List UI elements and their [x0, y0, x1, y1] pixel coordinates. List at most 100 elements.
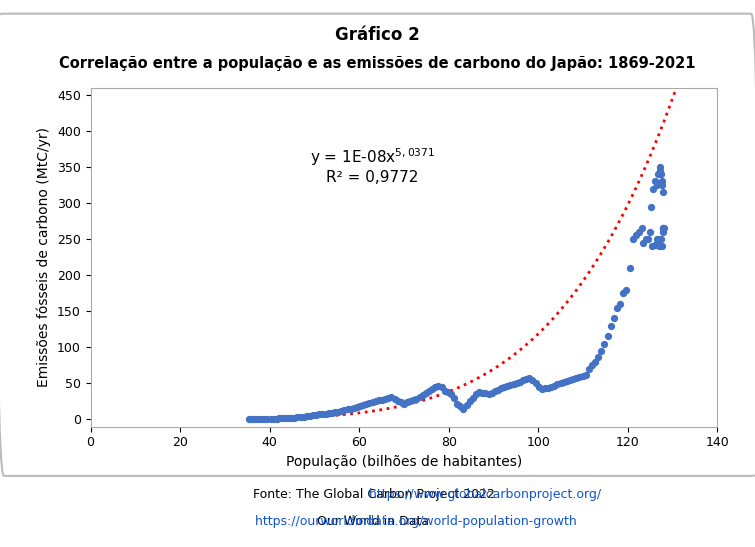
Point: [273, 414, 285, 423]
Point: [649, 177, 661, 185]
Point: [624, 264, 636, 272]
Text: https://ourworldindata.org/world-population-growth: https://ourworldindata.org/world-populat…: [179, 515, 576, 528]
Point: [567, 375, 579, 383]
Point: [300, 412, 313, 421]
Point: [644, 228, 656, 236]
Point: [517, 376, 529, 385]
Point: [536, 385, 548, 393]
Point: [608, 314, 620, 323]
Point: [485, 388, 498, 397]
Point: [545, 382, 557, 391]
Point: [476, 388, 488, 397]
Point: [657, 224, 669, 232]
Point: [426, 385, 438, 393]
Point: [279, 414, 291, 422]
Point: [636, 224, 648, 232]
Point: [655, 235, 667, 243]
Point: [652, 170, 664, 178]
Point: [448, 393, 460, 402]
Point: [539, 384, 551, 393]
Point: [395, 398, 407, 406]
Point: [291, 413, 304, 422]
Point: [389, 395, 401, 404]
Point: [657, 224, 669, 232]
Point: [611, 303, 623, 312]
Text: Our World in Data: Our World in Data: [317, 515, 438, 528]
Point: [322, 409, 334, 417]
Point: [482, 389, 495, 398]
Point: [414, 392, 426, 401]
Point: [451, 399, 464, 408]
Point: [255, 415, 267, 423]
Point: [655, 170, 667, 178]
Text: https://www.globalcarbonproject.org/: https://www.globalcarbonproject.org/: [153, 487, 602, 501]
Point: [651, 235, 663, 243]
Point: [429, 382, 441, 391]
Point: [655, 166, 667, 175]
Point: [492, 386, 504, 394]
Point: [326, 408, 338, 417]
Point: [264, 414, 276, 423]
X-axis label: População (bilhões de habitantes): População (bilhões de habitantes): [286, 455, 522, 469]
Y-axis label: Emissões fósseis de carbono (MtC/yr): Emissões fósseis de carbono (MtC/yr): [37, 127, 51, 387]
Point: [595, 346, 607, 355]
Point: [373, 396, 385, 405]
Text: y = 1E-08x$^{5,0371}$
R² = 0,9772: y = 1E-08x$^{5,0371}$ R² = 0,9772: [310, 147, 435, 185]
Point: [561, 377, 573, 386]
Point: [548, 381, 560, 390]
Point: [307, 411, 319, 420]
Point: [642, 235, 654, 243]
Point: [376, 395, 388, 404]
Point: [242, 415, 254, 423]
Point: [647, 184, 659, 193]
Point: [656, 181, 668, 189]
Point: [433, 381, 445, 390]
Point: [338, 406, 350, 415]
Point: [249, 415, 261, 423]
Point: [417, 391, 429, 399]
Point: [310, 410, 322, 419]
Point: [654, 162, 666, 171]
Point: [458, 404, 470, 413]
Point: [510, 379, 522, 387]
Point: [617, 289, 629, 298]
Point: [532, 382, 544, 391]
Point: [401, 398, 413, 407]
Point: [423, 387, 435, 395]
Point: [445, 390, 457, 399]
Point: [658, 224, 670, 232]
Point: [653, 242, 665, 251]
Point: [382, 394, 394, 403]
Point: [655, 235, 667, 243]
Point: [592, 352, 604, 361]
Point: [245, 415, 257, 423]
Point: [633, 228, 645, 236]
Point: [360, 400, 372, 409]
Point: [621, 285, 633, 294]
Point: [379, 394, 391, 403]
Point: [599, 339, 611, 348]
Point: [577, 371, 589, 380]
Point: [504, 380, 516, 389]
Point: [649, 241, 661, 249]
Point: [467, 393, 479, 402]
Point: [282, 414, 294, 422]
Point: [473, 388, 485, 397]
Point: [294, 412, 307, 421]
Point: [526, 375, 538, 384]
Point: [436, 382, 448, 391]
Point: [657, 228, 669, 236]
Point: [348, 404, 360, 412]
Point: [554, 379, 566, 388]
Point: [455, 402, 467, 411]
Point: [614, 300, 626, 309]
Point: [655, 177, 667, 185]
Point: [258, 415, 270, 423]
Point: [411, 394, 423, 403]
Point: [271, 414, 283, 423]
Point: [589, 357, 601, 366]
Point: [357, 401, 369, 410]
Point: [288, 413, 300, 422]
Point: [627, 235, 639, 243]
Text: Correlação entre a população e as emissões de carbono do Japão: 1869-2021: Correlação entre a população e as emissõ…: [59, 56, 696, 71]
